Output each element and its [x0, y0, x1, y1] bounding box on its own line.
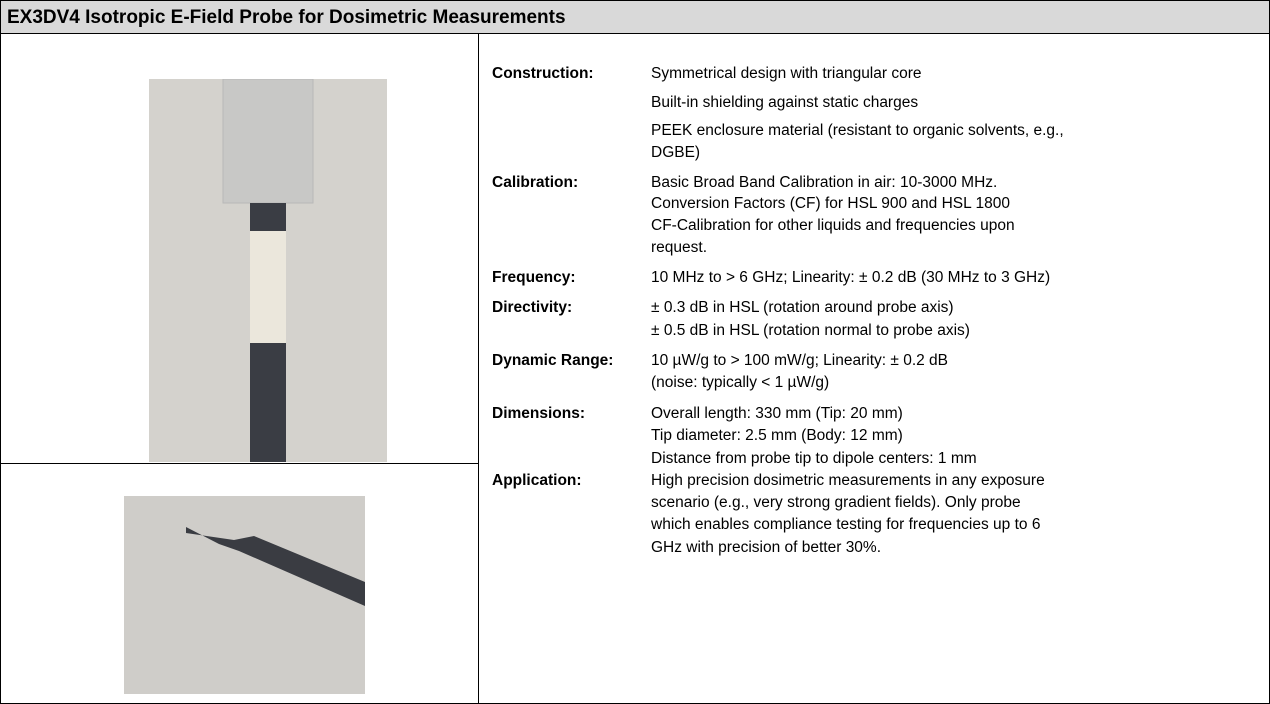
spec-label: Dynamic Range:	[492, 352, 614, 369]
probe-photo	[149, 79, 387, 462]
spec-value: GHz with precision of better 30%.	[651, 539, 882, 556]
spec-value: ± 0.5 dB in HSL (rotation normal to prob…	[651, 322, 970, 339]
spec-value: Overall length: 330 mm (Tip: 20 mm)	[651, 405, 903, 422]
spec-label: Application:	[492, 472, 582, 489]
spec-value: Symmetrical design with triangular core	[651, 65, 922, 82]
divider	[1, 463, 478, 464]
spec-label: Dimensions:	[492, 405, 586, 422]
spec-value: request.	[651, 239, 708, 256]
spec-label: Construction:	[492, 65, 594, 82]
spec-value: (noise: typically < 1 µW/g)	[651, 374, 830, 391]
spec-label: Directivity:	[492, 299, 573, 316]
spec-value: Basic Broad Band Calibration in air: 10-…	[651, 174, 998, 191]
title: EX3DV4 Isotropic E-Field Probe for Dosim…	[7, 7, 566, 28]
spec-value: 10 MHz to > 6 GHz; Linearity: ± 0.2 dB (…	[651, 269, 1051, 286]
spec-value: DGBE)	[651, 144, 701, 161]
divider	[478, 34, 479, 703]
spec-value: scenario (e.g., very strong gradient fie…	[651, 494, 1021, 511]
spec-value: Built-in shielding against static charge…	[651, 94, 919, 111]
spec-value: Tip diameter: 2.5 mm (Body: 12 mm)	[651, 427, 903, 444]
spec-value: Conversion Factors (CF) for HSL 900 and …	[651, 195, 1010, 212]
spec-value: CF-Calibration for other liquids and fre…	[651, 217, 1015, 234]
probe-tip-photo	[124, 496, 365, 694]
spec-value: 10 µW/g to > 100 mW/g; Linearity: ± 0.2 …	[651, 352, 949, 369]
title-bar: EX3DV4 Isotropic E-Field Probe for Dosim…	[1, 1, 1269, 34]
spec-value: ± 0.3 dB in HSL (rotation around probe a…	[651, 299, 954, 316]
spec-value: High precision dosimetric measurements i…	[651, 472, 1045, 489]
spec-label: Frequency:	[492, 269, 576, 286]
spec-value: Distance from probe tip to dipole center…	[651, 450, 977, 467]
spec-label: Calibration:	[492, 174, 579, 191]
spec-value: PEEK enclosure material (resistant to or…	[651, 122, 1064, 139]
spec-value: which enables compliance testing for fre…	[651, 516, 1041, 533]
